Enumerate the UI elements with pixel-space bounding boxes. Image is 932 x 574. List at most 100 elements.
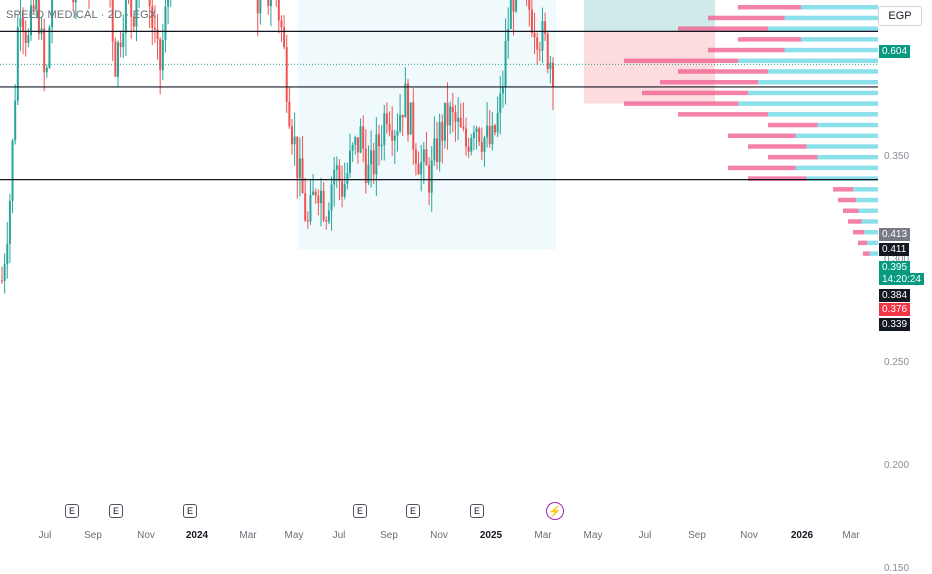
volume-profile-bar — [768, 112, 878, 117]
candle-body — [280, 20, 283, 28]
candle-body — [283, 27, 286, 48]
price-label-411: 0.411 — [879, 243, 910, 256]
candle-body — [391, 130, 394, 141]
candle-body — [496, 112, 499, 133]
y-tick-label: 0.300 — [884, 254, 910, 265]
earnings-marker[interactable]: E — [65, 504, 79, 518]
y-tick-label: 0.150 — [884, 563, 910, 574]
volume-profile-bar — [863, 251, 870, 256]
candle-body — [541, 21, 544, 51]
candle-body — [285, 47, 288, 102]
candle-body — [507, 29, 510, 41]
candle-body — [459, 117, 462, 127]
candle-body — [380, 144, 383, 147]
candle-body — [433, 138, 436, 161]
volume-profile-bar — [748, 176, 807, 181]
candle-body — [499, 93, 502, 113]
candle-body — [449, 106, 452, 126]
x-tick-label: May — [284, 530, 304, 541]
volume-profile-bar — [708, 47, 785, 53]
candle-body — [462, 126, 465, 129]
volume-profile-bar — [848, 219, 862, 224]
currency-button[interactable]: EGP — [878, 6, 922, 26]
candle-body — [30, 5, 32, 36]
volume-profile-bar — [784, 47, 878, 53]
candle-body — [156, 29, 159, 40]
volume-profile-bar — [768, 26, 878, 31]
candle-body — [320, 190, 322, 204]
x-tick-label: Jul — [638, 530, 652, 541]
earnings-marker[interactable]: E — [406, 504, 420, 518]
candle-body — [130, 0, 133, 17]
candle-body — [362, 126, 365, 149]
candle-body — [351, 144, 354, 151]
candle-body — [483, 137, 486, 152]
volume-profile-bar — [768, 122, 818, 128]
volume-profile-bar — [624, 58, 739, 64]
price-label-384: 0.384 — [879, 289, 911, 302]
candle-body — [148, 0, 151, 7]
candle-body — [167, 0, 170, 7]
candle-body — [501, 86, 504, 94]
x-tick-label: 2025 — [479, 530, 503, 541]
price-label-countdown: 14:20:24 — [879, 273, 924, 285]
candle-body — [494, 125, 496, 133]
candle-body — [259, 0, 262, 14]
candle-body — [119, 42, 122, 48]
candle-body — [296, 136, 299, 178]
candle-body — [327, 210, 330, 222]
candle-body — [396, 131, 399, 136]
candle-body — [356, 137, 359, 153]
candle-body — [401, 114, 404, 118]
candle-body — [491, 125, 494, 145]
volume-profile-bar — [678, 112, 768, 117]
volume-profile-bar — [642, 90, 749, 96]
x-tick-label: May — [583, 530, 603, 541]
volume-profile-bar — [758, 79, 878, 85]
candle-body — [528, 0, 531, 10]
candle-body — [414, 149, 417, 164]
candle-body — [27, 35, 30, 44]
candle-body — [504, 40, 507, 87]
candle-body — [372, 150, 375, 175]
candle-body — [293, 136, 296, 145]
candle-body — [349, 150, 351, 173]
volume-profile-bar — [624, 101, 739, 106]
earnings-marker[interactable]: E — [183, 504, 197, 518]
candle-body — [335, 165, 338, 170]
candle-body — [312, 191, 315, 195]
earnings-marker[interactable]: E — [353, 504, 367, 518]
earnings-marker[interactable]: E — [470, 504, 484, 518]
candle-body — [393, 135, 396, 141]
candle-body — [45, 67, 48, 73]
candle-body — [124, 0, 127, 34]
volume-profile-bar — [801, 4, 878, 10]
candle-body — [552, 62, 554, 87]
earnings-marker[interactable]: E — [109, 504, 123, 518]
candle-body — [544, 21, 547, 34]
candle-body — [530, 9, 533, 33]
candle-body — [333, 169, 336, 185]
candle-body — [454, 112, 457, 122]
candle-body — [322, 190, 325, 221]
candle-body — [359, 126, 362, 153]
candle-body — [480, 141, 483, 152]
candle-body — [446, 102, 449, 126]
volume-profile-bar — [748, 90, 878, 96]
price-chart[interactable] — [0, 0, 932, 550]
volume-profile-bar — [768, 154, 818, 160]
volume-profile-bar — [708, 15, 785, 21]
candle-body — [486, 125, 489, 138]
candle-body — [443, 102, 446, 141]
volume-profile-bar — [728, 165, 796, 171]
volume-profile-bar — [817, 154, 878, 160]
candle-body — [35, 0, 38, 10]
dividend-icon[interactable]: ⚡ — [546, 502, 564, 520]
price-label-376: 0.376 — [879, 303, 911, 316]
candle-body — [367, 164, 370, 183]
drawing-zones — [298, 0, 715, 250]
volume-profile-bar — [869, 251, 878, 256]
y-tick-label: 0.250 — [884, 357, 910, 368]
candle-body — [457, 117, 460, 122]
volume-profile-bar — [856, 197, 878, 203]
